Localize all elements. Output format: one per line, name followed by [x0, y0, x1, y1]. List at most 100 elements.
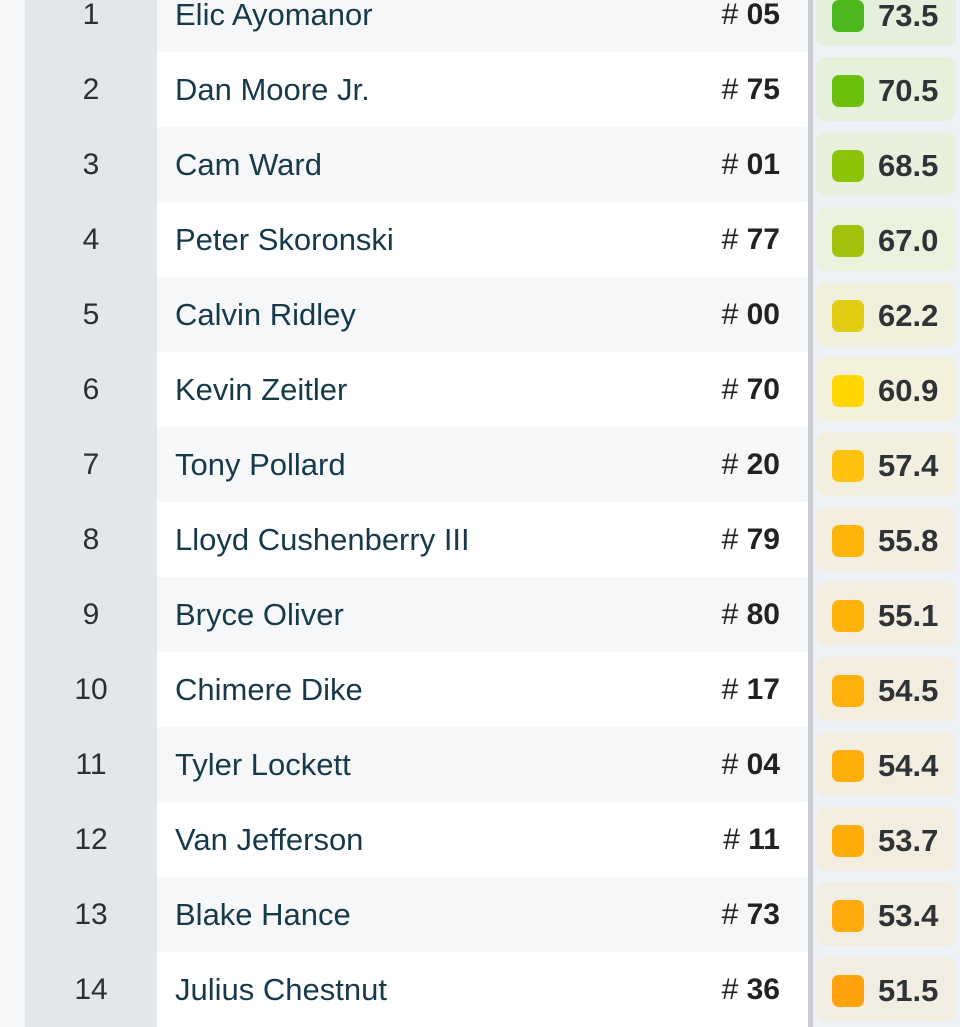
table-row[interactable]: 5 Calvin Ridley # 00 62.2: [0, 277, 960, 352]
table-row[interactable]: 12 Van Jefferson # 11 53.7: [0, 802, 960, 877]
score-value: 73.5: [878, 0, 939, 33]
player-cell[interactable]: Van Jefferson # 11: [157, 802, 808, 877]
score-badge: 60.9: [816, 357, 956, 421]
player-cell[interactable]: Julius Chestnut # 36: [157, 952, 808, 1027]
row-margin: [0, 652, 25, 727]
player-name[interactable]: Peter Skoronski: [175, 222, 394, 257]
player-cell[interactable]: Dan Moore Jr. # 75: [157, 52, 808, 127]
score-cell: 70.5: [813, 52, 960, 127]
jersey-number: # 00: [722, 277, 780, 352]
jersey-prefix: #: [721, 73, 747, 106]
column-divider: [808, 802, 813, 877]
table-row[interactable]: 4 Peter Skoronski # 77 67.0: [0, 202, 960, 277]
column-divider: [808, 952, 813, 1027]
player-name[interactable]: Kevin Zeitler: [175, 372, 348, 407]
jersey-prefix: #: [721, 523, 747, 556]
jersey-value: 20: [746, 448, 780, 481]
score-cell: 73.5: [813, 0, 960, 52]
score-cell: 62.2: [813, 277, 960, 352]
table-row[interactable]: 9 Bryce Oliver # 80 55.1: [0, 577, 960, 652]
player-cell[interactable]: Kevin Zeitler # 70: [157, 352, 808, 427]
rank-cell: 7: [25, 427, 157, 502]
grade-color-square-icon: [832, 975, 864, 1007]
table-row[interactable]: 13 Blake Hance # 73 53.4: [0, 877, 960, 952]
table-row[interactable]: 7 Tony Pollard # 20 57.4: [0, 427, 960, 502]
row-margin: [0, 0, 25, 52]
table-row[interactable]: 10 Chimere Dike # 17 54.5: [0, 652, 960, 727]
player-cell[interactable]: Calvin Ridley # 00: [157, 277, 808, 352]
table-row[interactable]: 11 Tyler Lockett # 04 54.4: [0, 727, 960, 802]
player-name[interactable]: Bryce Oliver: [175, 597, 344, 632]
jersey-value: 04: [746, 748, 780, 781]
grade-color-square-icon: [832, 600, 864, 632]
table-row[interactable]: 14 Julius Chestnut # 36 51.5: [0, 952, 960, 1027]
jersey-prefix: #: [721, 598, 747, 631]
rank-cell: 14: [25, 952, 157, 1027]
table-row[interactable]: 6 Kevin Zeitler # 70 60.9: [0, 352, 960, 427]
player-name[interactable]: Chimere Dike: [175, 672, 363, 707]
score-cell: 60.9: [813, 352, 960, 427]
jersey-number: # 05: [722, 0, 780, 52]
player-name[interactable]: Tyler Lockett: [175, 747, 351, 782]
score-cell: 51.5: [813, 952, 960, 1027]
player-cell[interactable]: Chimere Dike # 17: [157, 652, 808, 727]
jersey-value: 70: [746, 373, 780, 406]
jersey-value: 80: [746, 598, 780, 631]
jersey-number: # 73: [722, 877, 780, 952]
score-badge: 53.7: [816, 807, 956, 871]
jersey-value: 17: [746, 673, 780, 706]
table-row[interactable]: 3 Cam Ward # 01 68.5: [0, 127, 960, 202]
jersey-value: 00: [746, 298, 780, 331]
score-cell: 68.5: [813, 127, 960, 202]
player-name[interactable]: Van Jefferson: [175, 822, 364, 857]
table-row[interactable]: 1 Elic Ayomanor # 05 73.5: [0, 0, 960, 52]
player-name[interactable]: Tony Pollard: [175, 447, 346, 482]
column-divider: [808, 727, 813, 802]
rank-cell: 12: [25, 802, 157, 877]
rank-cell: 5: [25, 277, 157, 352]
player-cell[interactable]: Cam Ward # 01: [157, 127, 808, 202]
row-margin: [0, 352, 25, 427]
player-cell[interactable]: Bryce Oliver # 80: [157, 577, 808, 652]
score-value: 57.4: [878, 448, 939, 483]
grade-color-square-icon: [832, 0, 864, 32]
player-name[interactable]: Julius Chestnut: [175, 972, 387, 1007]
player-name[interactable]: Cam Ward: [175, 147, 322, 182]
player-cell[interactable]: Elic Ayomanor # 05: [157, 0, 808, 52]
player-name[interactable]: Dan Moore Jr.: [175, 72, 370, 107]
jersey-number: # 11: [723, 802, 780, 877]
player-cell[interactable]: Lloyd Cushenberry III # 79: [157, 502, 808, 577]
player-name[interactable]: Elic Ayomanor: [175, 0, 373, 32]
jersey-number: # 17: [722, 652, 780, 727]
jersey-value: 73: [746, 898, 780, 931]
grade-color-square-icon: [832, 375, 864, 407]
score-cell: 67.0: [813, 202, 960, 277]
player-name[interactable]: Lloyd Cushenberry III: [175, 522, 470, 557]
table-row[interactable]: 8 Lloyd Cushenberry III # 79 55.8: [0, 502, 960, 577]
player-name[interactable]: Blake Hance: [175, 897, 351, 932]
jersey-number: # 20: [722, 427, 780, 502]
score-badge: 67.0: [816, 207, 956, 271]
jersey-number: # 79: [722, 502, 780, 577]
grade-color-square-icon: [832, 900, 864, 932]
player-cell[interactable]: Peter Skoronski # 77: [157, 202, 808, 277]
score-badge: 70.5: [816, 57, 956, 121]
rank-cell: 9: [25, 577, 157, 652]
jersey-value: 77: [746, 223, 780, 256]
rank-cell: 13: [25, 877, 157, 952]
player-cell[interactable]: Blake Hance # 73: [157, 877, 808, 952]
grade-color-square-icon: [832, 450, 864, 482]
jersey-prefix: #: [721, 673, 747, 706]
row-margin: [0, 727, 25, 802]
grade-color-square-icon: [832, 825, 864, 857]
player-cell[interactable]: Tyler Lockett # 04: [157, 727, 808, 802]
jersey-prefix: #: [721, 973, 747, 1006]
jersey-prefix: #: [721, 223, 747, 256]
player-cell[interactable]: Tony Pollard # 20: [157, 427, 808, 502]
rank-cell: 1: [25, 0, 157, 52]
row-margin: [0, 952, 25, 1027]
player-name[interactable]: Calvin Ridley: [175, 297, 356, 332]
table-row[interactable]: 2 Dan Moore Jr. # 75 70.5: [0, 52, 960, 127]
score-badge: 55.8: [816, 507, 956, 571]
